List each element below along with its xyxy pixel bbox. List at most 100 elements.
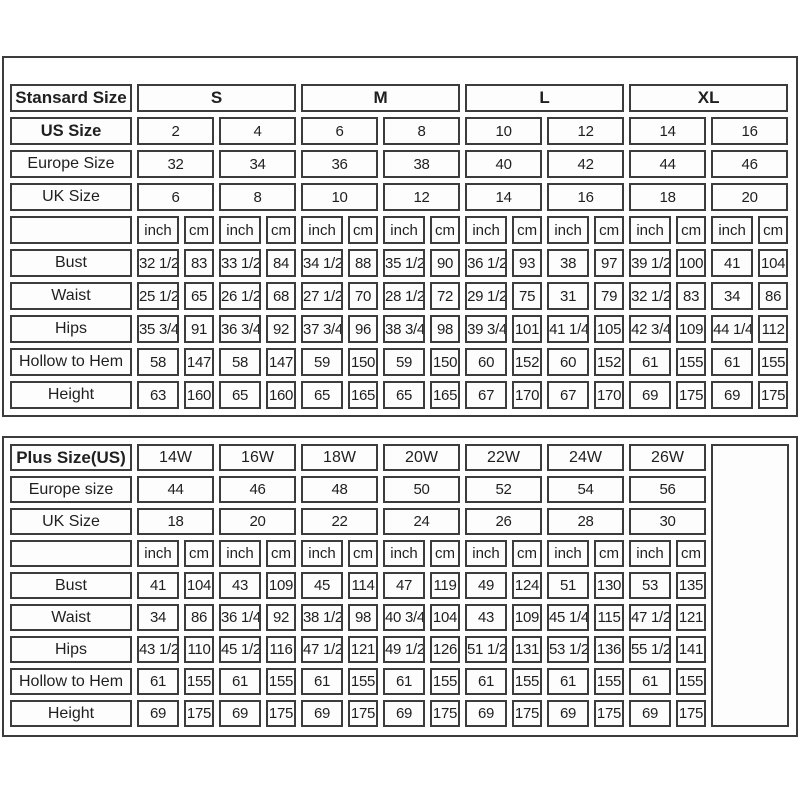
- measurement-value: 34 1/2: [301, 249, 344, 277]
- measurement-value: 175: [184, 700, 214, 727]
- size-value: 44: [137, 476, 214, 503]
- measurement-value: 61: [383, 668, 425, 695]
- measurement-value: 160: [266, 381, 297, 409]
- measurement-value: 49: [465, 572, 507, 599]
- unit-inch-label: inch: [547, 216, 590, 244]
- size-group-header: S: [137, 84, 297, 112]
- measurement-value: 61: [301, 668, 343, 695]
- size-value: 54: [547, 476, 624, 503]
- measurement-value: 27 1/2: [301, 282, 344, 310]
- measurement-value: 31: [547, 282, 590, 310]
- measurement-value: 75: [512, 282, 543, 310]
- table-header-row: Stansard Size S M L XL: [10, 84, 789, 112]
- measurement-value: 28 1/2: [383, 282, 426, 310]
- unit-cm-label: cm: [676, 216, 707, 244]
- measurement-value: 175: [676, 381, 707, 409]
- measurement-value: 69: [137, 700, 179, 727]
- measurement-value: 47 1/2: [301, 636, 343, 663]
- size-value: 20: [711, 183, 789, 211]
- standard-size-chart: Stansard Size S M L XL US Size 2 4 6 8 10 12 14 16 Eur…: [5, 79, 793, 414]
- measurement-value: 110: [184, 636, 214, 663]
- measurement-value: 53: [629, 572, 671, 599]
- measurement-value: 92: [266, 315, 297, 343]
- size-group-header: 22W: [465, 444, 542, 471]
- measurement-value: 121: [348, 636, 378, 663]
- size-group-header: XL: [629, 84, 789, 112]
- table-row: Waist 25 1/2 65 26 1/2 68 27 1/2 70 28 1/2 72 29 …: [10, 282, 789, 310]
- unit-inch-label: inch: [137, 216, 179, 244]
- size-value: 20: [219, 508, 296, 535]
- table-row: Height 69 175 69 175 69 175 69 175 69 175 69 175 69 17…: [10, 700, 789, 727]
- measurement-value: 51: [547, 572, 589, 599]
- corner-label: Plus Size(US): [10, 444, 132, 471]
- measurement-value: 65: [219, 381, 261, 409]
- table-row: Waist 34 86 36 1/4 92 38 1/2 98 40 3/4 104 43 109 4…: [10, 604, 789, 631]
- size-value: 34: [219, 150, 297, 178]
- size-value: 22: [301, 508, 378, 535]
- measurement-value: 124: [512, 572, 542, 599]
- measurement-value: 58: [137, 348, 179, 376]
- table-row: Bust 32 1/2 83 33 1/2 84 34 1/2 88 35 1/2 90 36 1…: [10, 249, 789, 277]
- table-row: Hollow to Hem 58 147 58 147 59 150 59 150 60 152 60…: [10, 348, 789, 376]
- measurement-value: 96: [348, 315, 379, 343]
- measurement-value: 61: [629, 348, 672, 376]
- measurement-value: 98: [430, 315, 461, 343]
- measurement-value: 155: [594, 668, 624, 695]
- measurement-value: 69: [711, 381, 754, 409]
- size-value: 12: [547, 117, 625, 145]
- measurement-value: 155: [676, 348, 707, 376]
- table-row: Europe Size 32 34 36 38 40 42 44 46: [10, 150, 789, 178]
- measurement-value: 155: [430, 668, 460, 695]
- row-label: US Size: [10, 117, 132, 145]
- row-label: Bust: [10, 572, 132, 599]
- unit-row-spacer-cell: [10, 216, 132, 244]
- size-group-header: 20W: [383, 444, 460, 471]
- size-value: 44: [629, 150, 707, 178]
- measurement-value: 175: [512, 700, 542, 727]
- size-value: 8: [219, 183, 297, 211]
- measurement-value: 101: [512, 315, 543, 343]
- row-label: UK Size: [10, 183, 132, 211]
- measurement-value: 119: [430, 572, 460, 599]
- measurement-value: 59: [301, 348, 344, 376]
- size-value: 56: [629, 476, 706, 503]
- measurement-value: 175: [348, 700, 378, 727]
- measurement-value: 150: [430, 348, 461, 376]
- unit-cm-label: cm: [348, 216, 379, 244]
- measurement-value: 43: [219, 572, 261, 599]
- measurement-value: 60: [547, 348, 590, 376]
- measurement-value: 45 1/2: [219, 636, 261, 663]
- measurement-value: 88: [348, 249, 379, 277]
- measurement-value: 41: [137, 572, 179, 599]
- measurement-value: 55 1/2: [629, 636, 671, 663]
- size-group-header: 24W: [547, 444, 624, 471]
- unit-inch-label: inch: [629, 216, 672, 244]
- measurement-value: 61: [137, 668, 179, 695]
- row-label: Europe size: [10, 476, 132, 503]
- measurement-value: 165: [430, 381, 461, 409]
- table-row: US Size 2 4 6 8 10 12 14 16: [10, 117, 789, 145]
- measurement-value: 69: [629, 700, 671, 727]
- measurement-value: 44 1/4: [711, 315, 754, 343]
- size-value: 52: [465, 476, 542, 503]
- size-value: 36: [301, 150, 379, 178]
- measurement-value: 61: [219, 668, 261, 695]
- row-label: Hollow to Hem: [10, 668, 132, 695]
- table-row: Height 63 160 65 160 65 165 65 165 67 170 67 170 69 17…: [10, 381, 789, 409]
- measurement-value: 150: [348, 348, 379, 376]
- measurement-value: 34: [137, 604, 179, 631]
- measurement-value: 135: [676, 572, 706, 599]
- measurement-value: 25 1/2: [137, 282, 179, 310]
- measurement-value: 170: [594, 381, 625, 409]
- size-value: 38: [383, 150, 461, 178]
- size-value: 42: [547, 150, 625, 178]
- measurement-value: 165: [348, 381, 379, 409]
- plus-size-chart: Plus Size(US) 14W 16W 18W 20W 22W 24W 26W Europe…: [5, 439, 794, 732]
- measurement-value: 97: [594, 249, 625, 277]
- measurement-value: 26 1/2: [219, 282, 261, 310]
- measurement-value: 104: [430, 604, 460, 631]
- measurement-value: 155: [512, 668, 542, 695]
- measurement-value: 40 3/4: [383, 604, 425, 631]
- size-value: 14: [629, 117, 707, 145]
